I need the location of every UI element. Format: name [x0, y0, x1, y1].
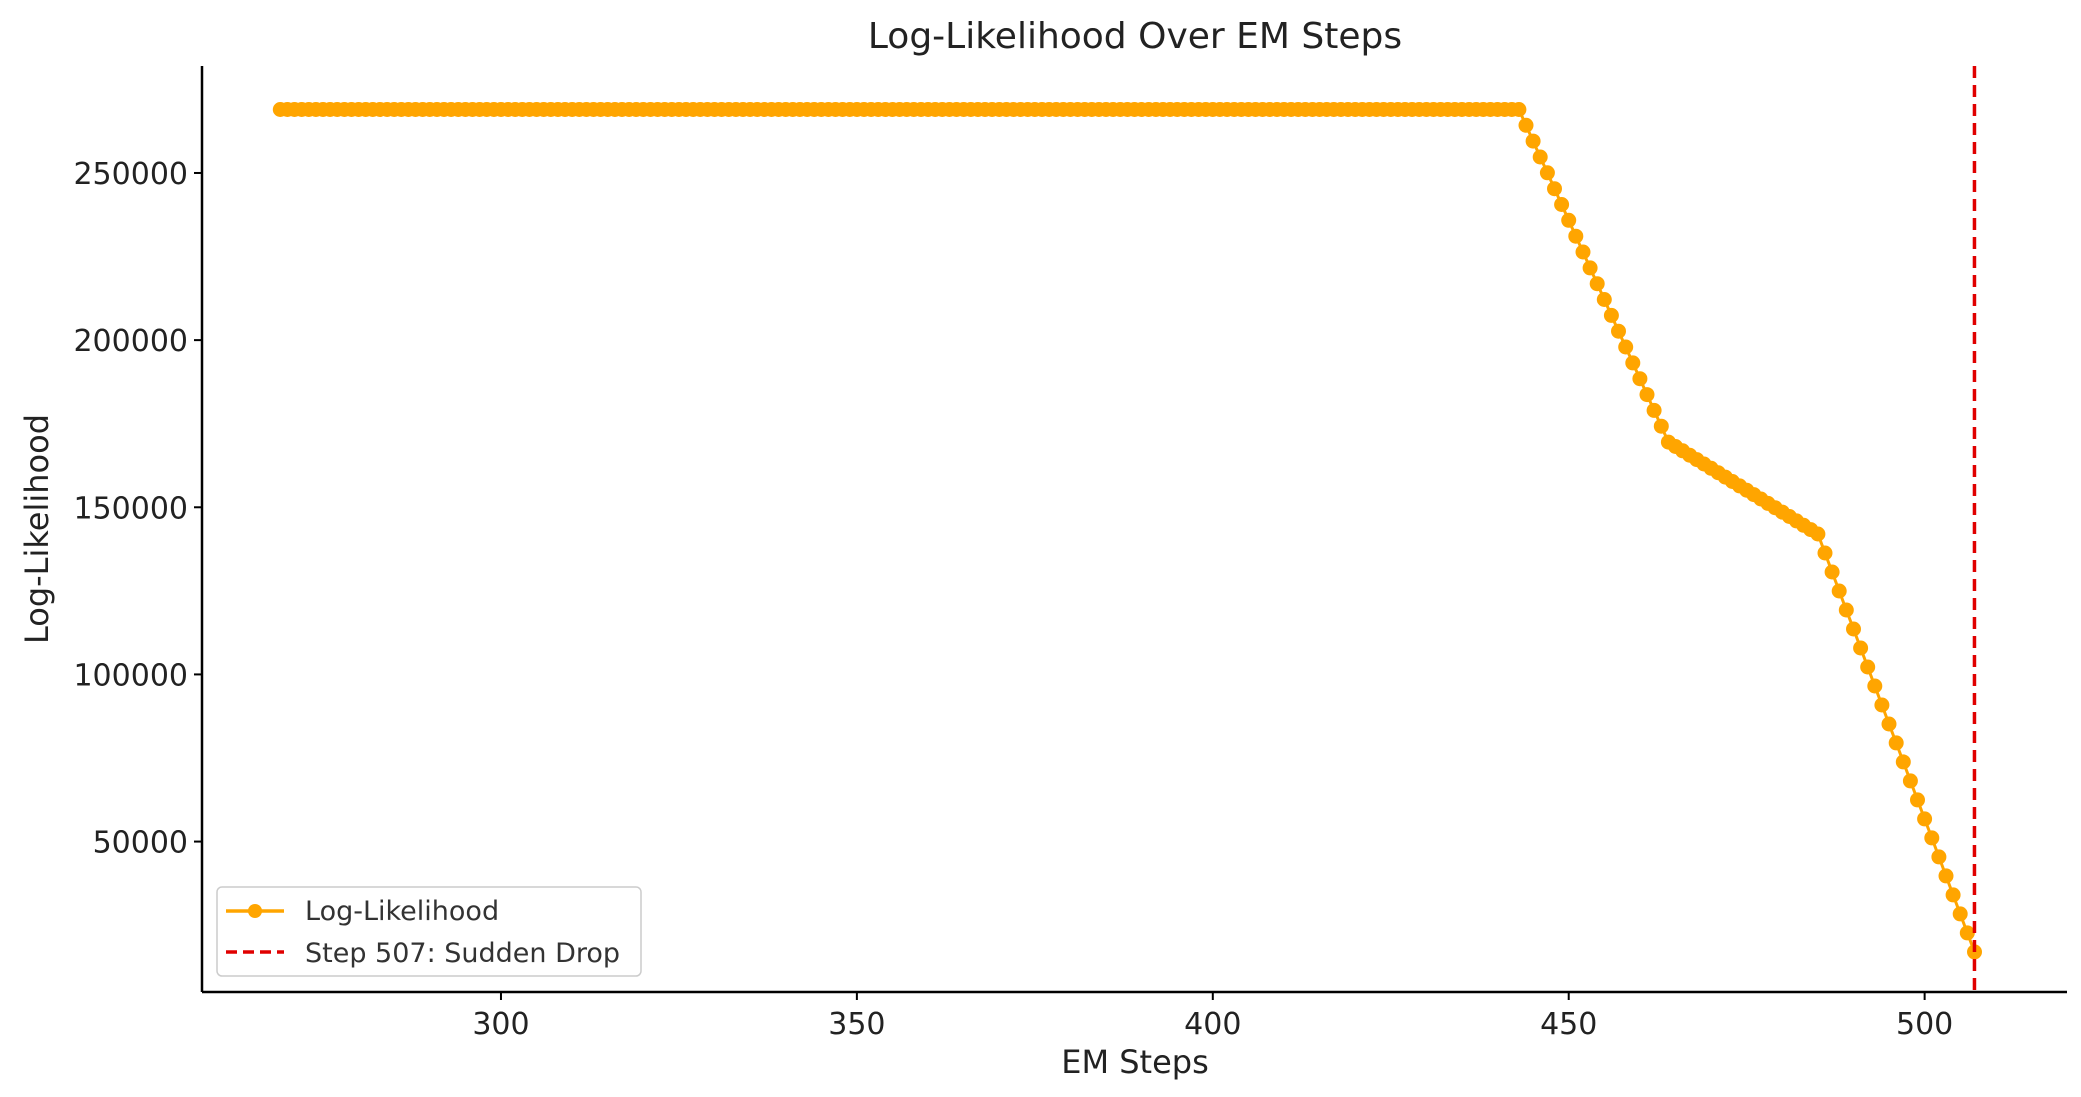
x-axis-ticks: 300 350 400 450 500: [472, 992, 1953, 1042]
legend-label-sudden-drop: Step 507: Sudden Drop: [305, 938, 620, 969]
y-axis-label: Log-Likelihood: [18, 414, 56, 644]
data-point: [1611, 323, 1626, 339]
data-point: [1511, 102, 1527, 117]
data-point: [1902, 773, 1918, 789]
data-point: [1931, 849, 1947, 865]
plot-area: 300 350 400 450 500 50000 100000 150000 200000 2…: [73, 66, 2067, 1042]
y-tick-label: 50000: [93, 826, 188, 861]
data-point: [1547, 181, 1562, 197]
data-point: [1846, 621, 1861, 637]
data-point: [1596, 292, 1612, 307]
x-tick-label: 350: [828, 1007, 885, 1042]
data-point: [1831, 583, 1847, 599]
y-tick-label: 200000: [73, 324, 188, 359]
data-point: [1853, 640, 1869, 656]
data-point: [1554, 197, 1570, 212]
data-point: [1525, 133, 1541, 149]
x-tick-label: 500: [1896, 1007, 1953, 1042]
data-point: [1952, 906, 1968, 922]
data-point: [1838, 602, 1854, 618]
data-point: [1910, 792, 1925, 808]
data-point: [1824, 564, 1840, 580]
data-point: [1888, 735, 1904, 751]
legend-box: [216, 886, 642, 977]
data-point: [1582, 260, 1598, 276]
data-point: [1653, 418, 1669, 434]
x-tick-label: 450: [1540, 1007, 1597, 1042]
legend-marker-log-likelihood: [248, 904, 262, 918]
data-point: [1575, 244, 1591, 260]
data-point: [1895, 754, 1911, 770]
data-point: [1625, 355, 1641, 371]
data-point: [1924, 830, 1940, 846]
data-point: [1532, 149, 1548, 165]
x-tick-label: 300: [472, 1007, 529, 1042]
y-tick-label: 150000: [73, 491, 188, 526]
data-point: [1561, 212, 1577, 228]
x-tick-label: 400: [1184, 1007, 1241, 1042]
data-point: [1945, 887, 1961, 903]
y-tick-label: 100000: [73, 658, 188, 693]
data-point: [1518, 117, 1534, 133]
data-point: [1938, 868, 1954, 884]
data-point: [1632, 371, 1648, 387]
data-point: [1881, 716, 1897, 732]
data-point: [1603, 307, 1619, 323]
y-axis-ticks: 50000 100000 150000 200000 250000: [73, 157, 202, 861]
y-tick-label: 250000: [73, 157, 188, 192]
legend: Log-Likelihood Step 507: Sudden Drop: [216, 886, 642, 977]
data-point: [1646, 402, 1662, 418]
data-point: [1639, 387, 1655, 403]
data-point: [1618, 339, 1634, 355]
data-point: [1867, 678, 1883, 694]
data-point: [1539, 165, 1555, 181]
series-layer: [272, 102, 1982, 960]
x-axis-label: EM Steps: [1061, 1043, 1209, 1081]
data-point: [1589, 276, 1605, 292]
data-point: [1860, 659, 1876, 675]
data-point: [1917, 811, 1933, 827]
data-point: [1817, 545, 1833, 561]
legend-label-log-likelihood: Log-Likelihood: [305, 896, 499, 927]
data-point: [1568, 228, 1584, 244]
data-point: [1810, 526, 1826, 542]
data-point: [1959, 925, 1975, 941]
data-point: [1874, 697, 1890, 713]
chart-title: Log-Likelihood Over EM Steps: [868, 16, 1402, 57]
